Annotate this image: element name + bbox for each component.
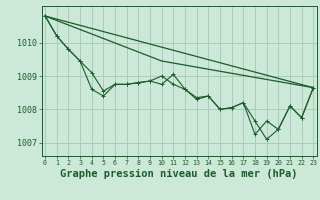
- X-axis label: Graphe pression niveau de la mer (hPa): Graphe pression niveau de la mer (hPa): [60, 169, 298, 179]
